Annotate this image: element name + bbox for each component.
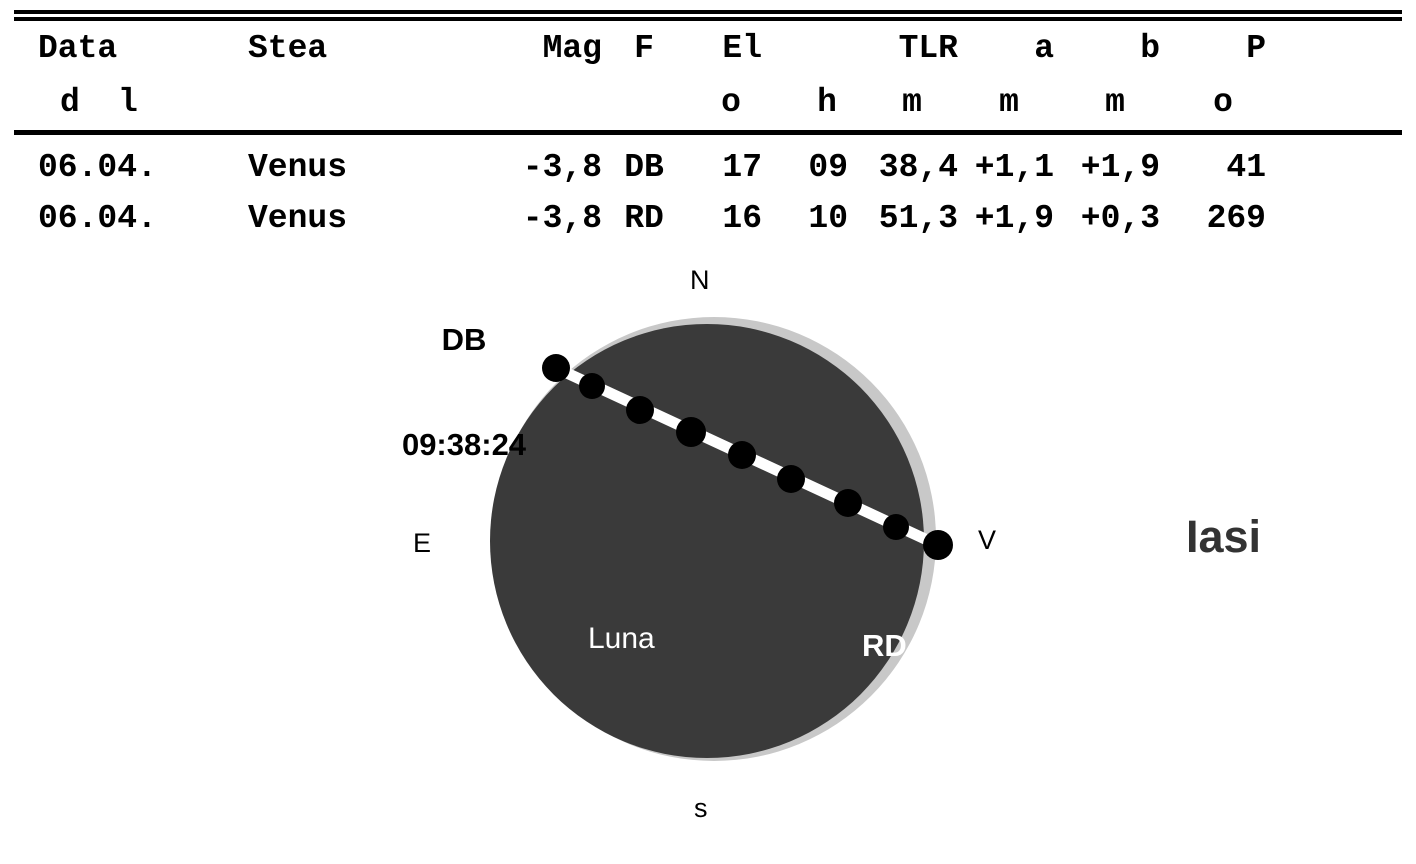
table-top-rule-outer [14,10,1402,14]
table-header-row-2: d l o h m m m o [0,80,1416,126]
track-dot [579,373,605,399]
header-date: Data [38,30,118,67]
cell-phase: RD [624,200,664,237]
header-elongation: El [722,30,762,67]
header-star: Stea [248,30,328,67]
header-month: l [118,84,138,121]
cell-tlr-hours: 10 [808,200,848,237]
header-a: a [1034,30,1054,67]
unit-a: m [999,84,1019,121]
track-dot [777,465,805,493]
cell-b: +0,3 [1080,200,1160,237]
header-day: d [60,84,80,121]
cell-date: 06.04. [38,200,157,237]
cell-a: +1,1 [974,149,1054,186]
moon-disk-graphic [490,317,953,761]
header-phase: F [634,30,654,67]
table-header-rule [14,130,1402,135]
cell-star: Venus [248,200,348,237]
cell-phase: DB [624,149,664,186]
unit-b: m [1105,84,1125,121]
observing-site-label: Iasi [1186,511,1262,562]
cell-mag: -3,8 [522,149,602,186]
track-dot-group [542,354,953,560]
disappearance-time: 09:38:24 [401,426,527,462]
cell-star: Venus [248,149,348,186]
disappearance-code: DB [441,322,487,358]
cell-a: +1,9 [974,200,1054,237]
track-dot [834,489,862,517]
cell-tlr-minutes: 38,4 [878,149,958,186]
header-mag: Mag [542,30,602,67]
lunar-disk [490,324,924,758]
track-dot [542,354,570,382]
header-tlr: TLR [898,30,958,67]
track-dot [626,396,654,424]
unit-tlr-hours: h [817,84,837,121]
moon-body-label: Luna [588,622,655,655]
unit-tlr-minutes: m [902,84,922,121]
cell-p: 41 [1226,149,1266,186]
table-header-row-1: Data Stea Mag F El TLR a b P [0,26,1416,72]
cell-p: 269 [1206,200,1266,237]
cell-b: +1,9 [1080,149,1160,186]
cell-tlr-hours: 09 [808,149,848,186]
header-p: P [1246,30,1266,67]
unit-p: o [1213,84,1233,121]
track-dot [728,441,756,469]
reappearance-label: RD 10:51:17 [862,560,1062,838]
compass-north-label: N [690,265,710,295]
compass-south-label: s [694,793,708,823]
reappearance-time: 10:51:17 [862,732,987,768]
header-b: b [1140,30,1160,67]
cell-mag: -3,8 [522,200,602,237]
venus-marker-label: V [978,525,997,555]
cell-date: 06.04. [38,149,157,186]
compass-east-label: E [413,528,432,558]
unit-elongation: o [721,84,741,121]
disappearance-label: DB 09:38:24 [390,254,538,532]
occultation-diagram: DB 09:38:24 RD 10:51:17 Luna N s E V Ias… [0,240,1416,864]
table-row: 06.04. Venus -3,8 RD 16 10 51,3 +1,9 +0,… [0,196,1416,242]
table-top-rule-inner [14,17,1402,21]
reappearance-code: RD [862,628,907,664]
table-row: 06.04. Venus -3,8 DB 17 09 38,4 +1,1 +1,… [0,145,1416,191]
track-dot [923,530,953,560]
track-dot [883,514,909,540]
track-dot [676,417,706,447]
cell-elongation: 17 [722,149,762,186]
cell-tlr-minutes: 51,3 [878,200,958,237]
cell-elongation: 16 [722,200,762,237]
